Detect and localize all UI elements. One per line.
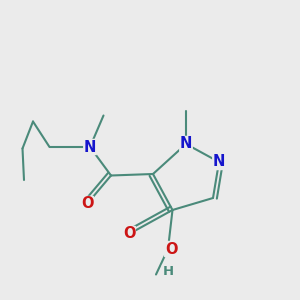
Text: N: N bbox=[213, 154, 225, 169]
Text: H: H bbox=[162, 265, 174, 278]
Text: O: O bbox=[81, 196, 93, 211]
Text: N: N bbox=[180, 136, 192, 152]
Text: N: N bbox=[84, 140, 96, 154]
Text: O: O bbox=[123, 226, 135, 242]
Text: O: O bbox=[165, 242, 177, 256]
